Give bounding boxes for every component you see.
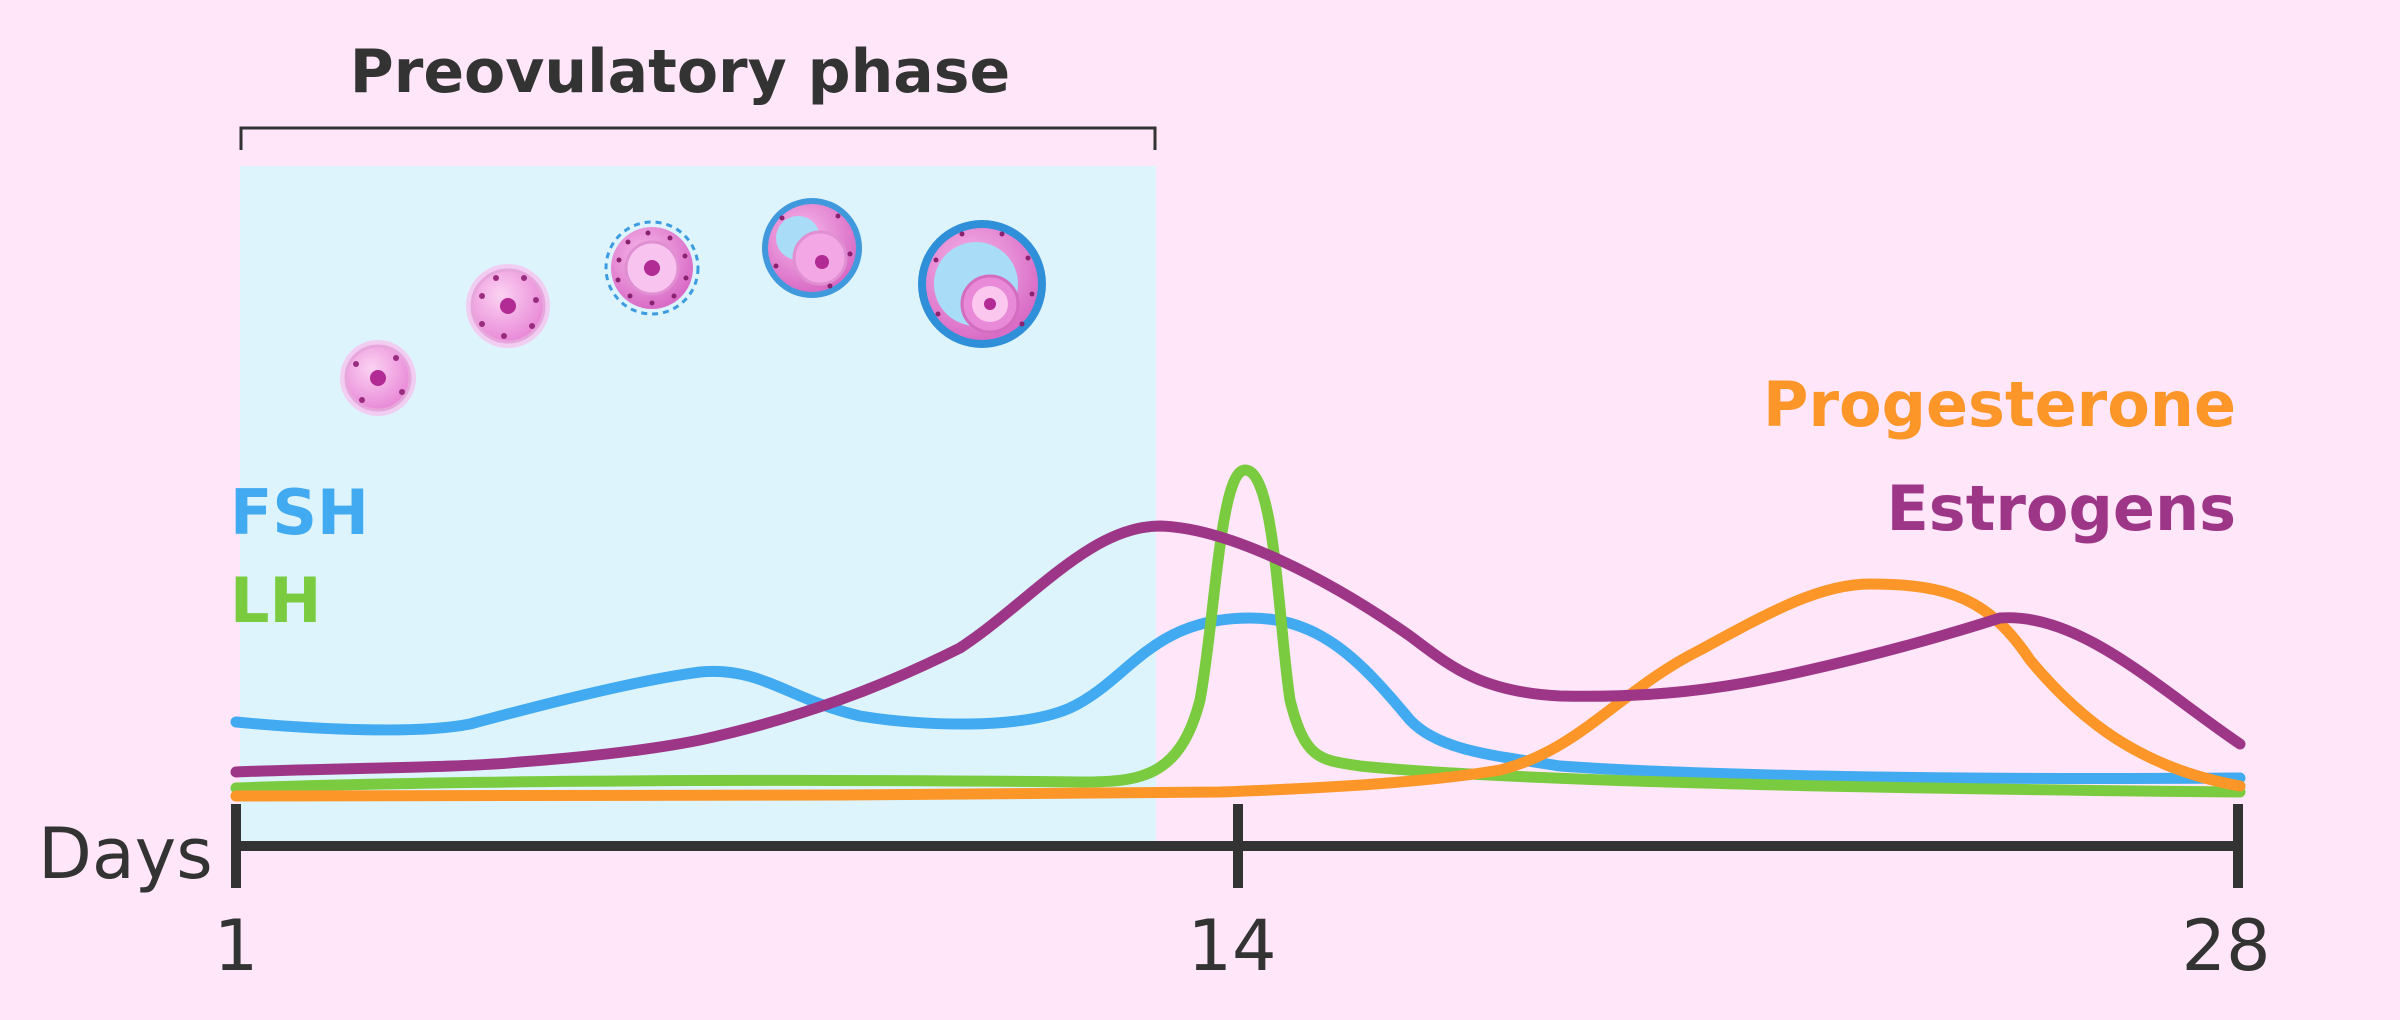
legend-estrogens: Estrogens bbox=[1886, 472, 2236, 545]
secondary-follicle-icon bbox=[604, 220, 700, 316]
phase-bracket bbox=[239, 126, 1157, 150]
phase-title: Preovulatory phase bbox=[350, 37, 1010, 107]
fsh-curve bbox=[230, 612, 2246, 784]
axis-label-days: Days bbox=[38, 813, 213, 895]
lh-curve bbox=[230, 464, 2246, 798]
estrogens-curve bbox=[230, 520, 2246, 778]
axis-tick-label-14: 14 bbox=[1187, 905, 1276, 987]
progesterone-curve bbox=[230, 578, 2246, 802]
legend-progesterone: Progesterone bbox=[1763, 368, 2236, 441]
early-antral-follicle-icon bbox=[762, 198, 862, 298]
legend-lh: LH bbox=[230, 564, 321, 637]
mature-follicle-icon bbox=[918, 220, 1046, 348]
legend-fsh: FSH bbox=[230, 476, 369, 549]
primary-follicle-icon bbox=[466, 264, 550, 348]
axis-tick-label-1: 1 bbox=[214, 905, 259, 987]
axis-tick-label-28: 28 bbox=[2181, 905, 2270, 987]
primordial-follicle-icon bbox=[340, 340, 416, 416]
